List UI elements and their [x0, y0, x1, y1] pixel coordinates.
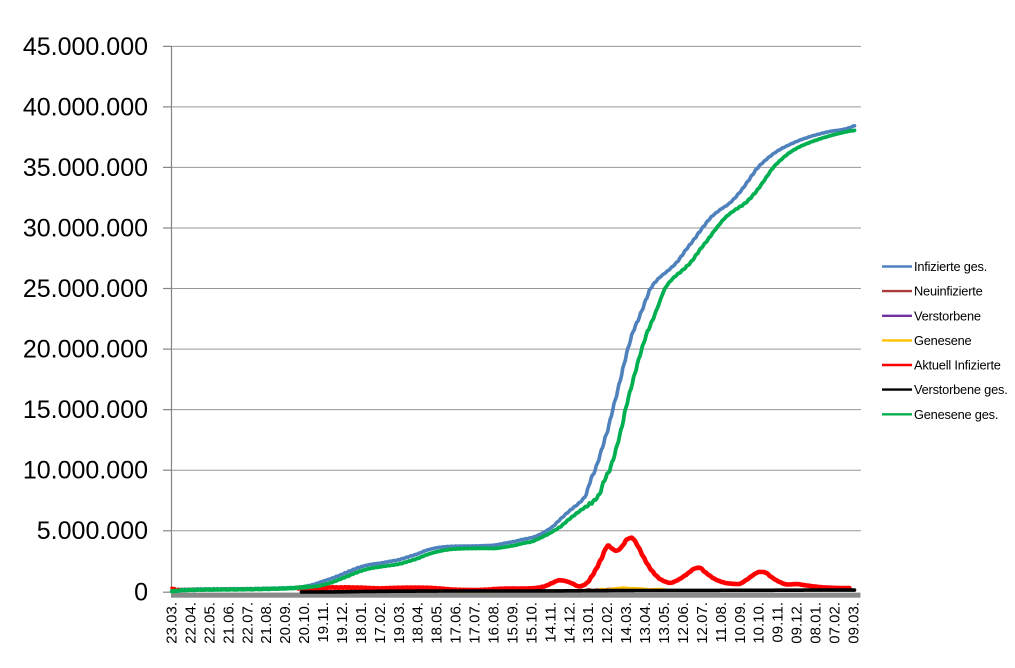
svg-text:21.06.: 21.06. [220, 602, 237, 644]
svg-text:23.03.: 23.03. [164, 602, 181, 644]
svg-text:19.03.: 19.03. [391, 602, 408, 644]
svg-text:30.000.000: 30.000.000 [23, 215, 148, 243]
svg-text:18.01.: 18.01. [353, 602, 370, 644]
svg-text:22.07.: 22.07. [239, 602, 256, 644]
svg-text:19.11.: 19.11. [315, 602, 332, 643]
svg-text:12.07.: 12.07. [694, 602, 711, 644]
svg-text:09.11.: 09.11. [770, 602, 787, 643]
svg-text:10.000.000: 10.000.000 [23, 457, 148, 485]
svg-text:15.09.: 15.09. [505, 602, 522, 644]
svg-text:20.09.: 20.09. [277, 602, 294, 644]
svg-text:17.02.: 17.02. [372, 602, 389, 644]
svg-text:35.000.000: 35.000.000 [23, 154, 148, 182]
svg-text:22.05.: 22.05. [201, 602, 218, 644]
svg-text:17.07.: 17.07. [467, 602, 484, 644]
svg-text:18.05.: 18.05. [429, 602, 446, 644]
svg-text:25.000.000: 25.000.000 [23, 275, 148, 303]
svg-text:18.04.: 18.04. [410, 602, 427, 644]
svg-text:11.08.: 11.08. [713, 602, 730, 643]
svg-text:Verstorbene ges.: Verstorbene ges. [914, 382, 1008, 397]
svg-text:08.01.: 08.01. [808, 602, 825, 644]
svg-text:10.09.: 10.09. [732, 602, 749, 644]
svg-text:40.000.000: 40.000.000 [23, 93, 148, 121]
svg-text:Neuinfizierte: Neuinfizierte [914, 284, 983, 299]
svg-text:14.12.: 14.12. [561, 602, 578, 644]
svg-text:07.02.: 07.02. [827, 602, 844, 644]
svg-text:21.08.: 21.08. [258, 602, 275, 644]
svg-text:13.05.: 13.05. [656, 602, 673, 644]
svg-text:5.000.000: 5.000.000 [37, 517, 148, 545]
svg-text:14.11.: 14.11. [542, 602, 559, 643]
svg-text:13.04.: 13.04. [637, 602, 654, 644]
svg-text:20.10.: 20.10. [296, 602, 313, 644]
svg-text:13.01.: 13.01. [580, 602, 597, 644]
svg-text:19.12.: 19.12. [334, 602, 351, 644]
svg-text:09.12.: 09.12. [789, 602, 806, 644]
svg-text:45.000.000: 45.000.000 [23, 33, 148, 61]
svg-text:Genesene: Genesene [914, 333, 972, 348]
svg-text:20.000.000: 20.000.000 [23, 336, 148, 364]
svg-text:10.10.: 10.10. [751, 602, 768, 644]
svg-text:14.03.: 14.03. [618, 602, 635, 644]
svg-text:15.10.: 15.10. [523, 602, 540, 644]
svg-text:Genesene ges.: Genesene ges. [914, 407, 998, 422]
svg-text:Infizierte ges.: Infizierte ges. [914, 259, 987, 274]
svg-text:15.000.000: 15.000.000 [23, 396, 148, 424]
svg-text:22.04.: 22.04. [182, 602, 199, 644]
svg-text:12.02.: 12.02. [599, 602, 616, 644]
svg-text:16.08.: 16.08. [486, 602, 503, 644]
svg-text:0: 0 [134, 579, 148, 607]
svg-text:Verstorbene: Verstorbene [914, 308, 981, 323]
svg-text:17.06.: 17.06. [448, 602, 465, 644]
svg-text:12.06.: 12.06. [675, 602, 692, 644]
svg-text:Aktuell Infizierte: Aktuell Infizierte [914, 358, 1001, 373]
svg-text:09.03.: 09.03. [845, 602, 862, 644]
